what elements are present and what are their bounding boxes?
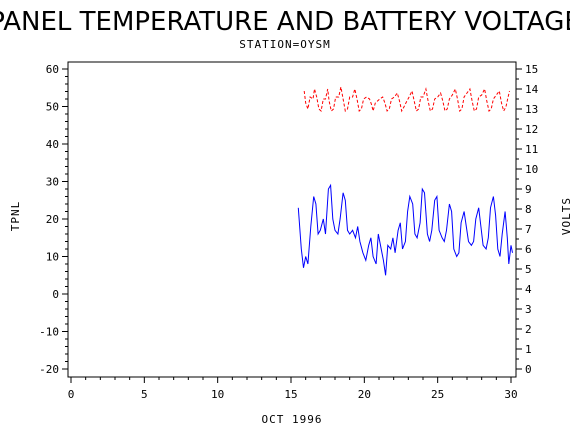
y-left-tick-label: 60 [46, 63, 59, 76]
y-right-tick-label: 5 [525, 263, 532, 276]
x-tick-label: 5 [141, 388, 148, 401]
y-right-tick-label: 7 [525, 223, 532, 236]
y-right-tick-label: 10 [525, 163, 538, 176]
x-tick-label: 20 [358, 388, 371, 401]
y-right-tick-label: 3 [525, 303, 532, 316]
chart-title: PANEL TEMPERATURE AND BATTERY VOLTAGE [0, 7, 570, 37]
y-right-tick-label: 6 [525, 243, 532, 256]
y-left-tick-label: 0 [52, 288, 59, 301]
y-right-tick-label: 14 [525, 83, 539, 96]
x-axis: 0 5 10 15 20 25 30 [68, 377, 518, 401]
x-tick-label: 0 [68, 388, 75, 401]
y-left-tick-label: -20 [39, 363, 59, 376]
y-left-tick-label: 20 [46, 213, 59, 226]
y-right-tick-label: 12 [525, 123, 538, 136]
y-left-tick-label: 10 [46, 251, 59, 264]
y-right-tick-label: 9 [525, 183, 532, 196]
x-tick-label: 15 [284, 388, 297, 401]
y-right-tick-label: 15 [525, 63, 538, 76]
y-right-tick-label: 0 [525, 363, 532, 376]
series-layer [297, 86, 513, 276]
y-axis-left-label: TPNL [9, 201, 22, 232]
y-axis-right-label: VOLTS [560, 197, 570, 235]
y-right-tick-label: 11 [525, 143, 538, 156]
y-right-tick-label: 13 [525, 103, 538, 116]
y-right-tick-label: 8 [525, 203, 532, 216]
y-right-tick-label: 1 [525, 343, 532, 356]
y-right-tick-label: 4 [525, 283, 532, 296]
x-tick-label: 30 [504, 388, 517, 401]
y-axis-left: -20 -10 0 10 20 30 40 50 60 [39, 63, 68, 376]
chart-subtitle: STATION=OYSM [239, 38, 330, 51]
y-left-tick-label: -10 [39, 326, 59, 339]
y-left-tick-label: 30 [46, 176, 59, 189]
x-tick-label: 10 [211, 388, 224, 401]
series-line-tpnl [297, 183, 513, 276]
plot-frame [67, 61, 517, 378]
y-right-tick-label: 2 [525, 323, 532, 336]
y-left-tick-label: 40 [46, 138, 59, 151]
series-line-volts [303, 86, 510, 113]
y-left-tick-label: 50 [46, 101, 59, 114]
x-axis-label: OCT 1996 [262, 413, 323, 426]
x-tick-label: 25 [431, 388, 444, 401]
